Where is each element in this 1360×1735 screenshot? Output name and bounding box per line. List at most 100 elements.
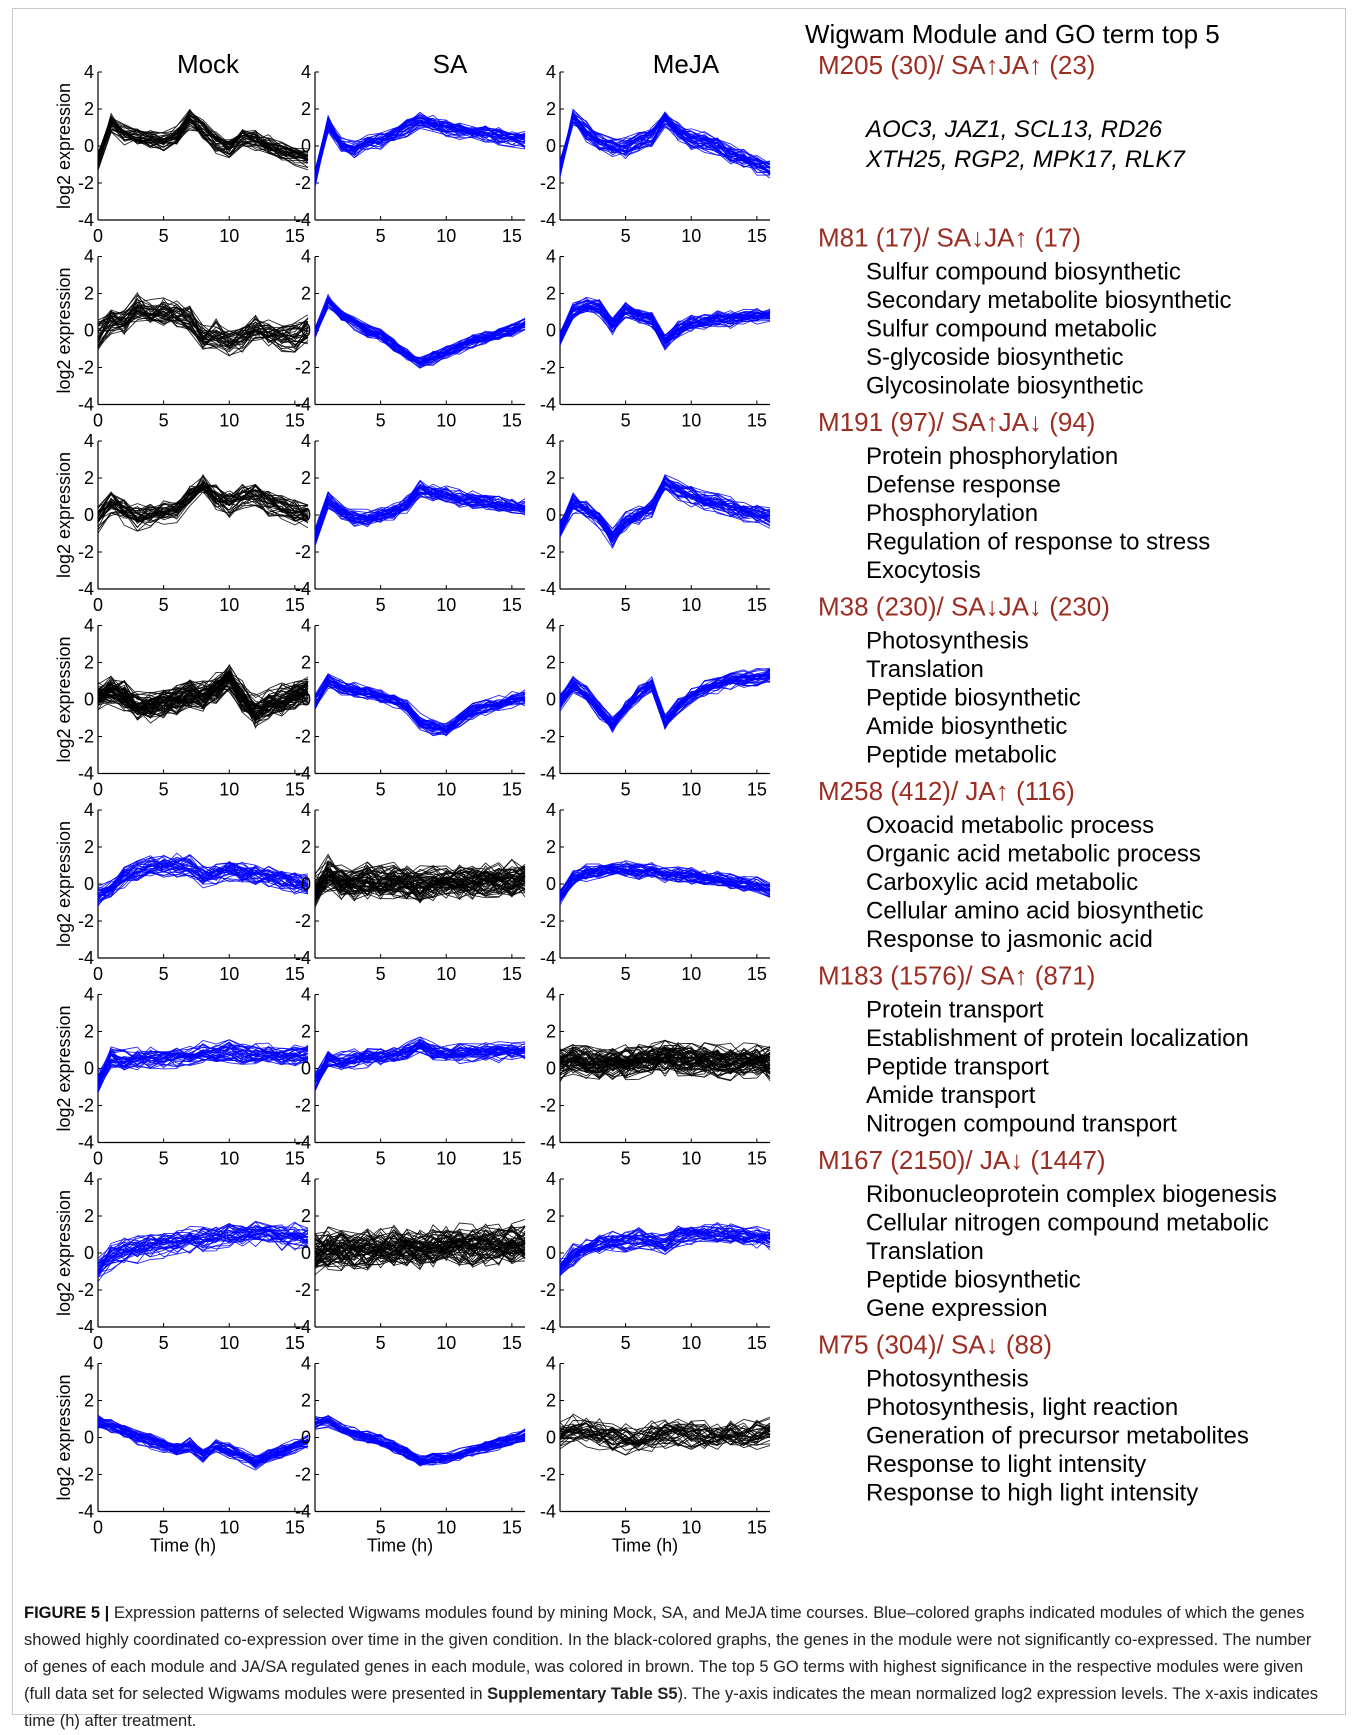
gene-profile-line (559, 1225, 771, 1265)
gene-profile-line (314, 297, 526, 363)
y-tick-label: -2 (540, 542, 556, 562)
y-tick-label: 0 (84, 1428, 94, 1448)
go-term: Secondary metabolite biosynthetic (866, 287, 1232, 314)
gene-profile-line (97, 306, 309, 353)
panel-m38-meja: 4 2 0 -2 -4 5 10 15 (540, 616, 771, 800)
x-tick-label: 15 (285, 226, 305, 246)
gene-profile-line (97, 864, 309, 899)
gene-profile-line (314, 1043, 526, 1083)
y-tick-label: -2 (295, 1096, 311, 1116)
gene-profile-line (97, 1226, 309, 1266)
x-tick-label: 5 (621, 964, 631, 984)
gene-profile-line (314, 296, 526, 359)
gene-profiles (97, 1414, 309, 1471)
gene-profile-line (559, 670, 771, 718)
y-tick-label: 4 (546, 1354, 556, 1374)
x-tick-label: 5 (376, 964, 386, 984)
y-tick-label: 0 (301, 1428, 311, 1448)
y-axis-label: log2 expression (54, 1005, 74, 1131)
x-tick-label: 10 (436, 226, 456, 246)
x-tick-label: 5 (159, 1518, 169, 1538)
gene-profiles (97, 1220, 309, 1282)
gene-profile-line (314, 860, 526, 893)
gene-profile-line (314, 1223, 526, 1254)
x-tick-label: 10 (436, 595, 456, 615)
x-tick-label: 10 (436, 411, 456, 431)
y-tick-label: -2 (540, 1096, 556, 1116)
y-tick-label: -2 (295, 358, 311, 378)
gene-profile-line (97, 1048, 309, 1090)
gene-profile-line (97, 1050, 309, 1084)
gene-profile-line (97, 121, 309, 168)
gene-profile-line (97, 1422, 309, 1464)
gene-profile-line (314, 1424, 526, 1465)
x-tick-label: 0 (93, 1518, 103, 1538)
gene-list-line: AOC3, JAZ1, SCL13, RD26 (864, 116, 1163, 143)
x-tick-label: 15 (285, 780, 305, 800)
y-tick-label: 0 (84, 1243, 94, 1263)
gene-profile-line (97, 1228, 309, 1278)
y-tick-label: 4 (301, 616, 311, 636)
gene-profile-line (559, 1430, 771, 1450)
x-tick-label: 10 (681, 226, 701, 246)
y-tick-label: 2 (546, 653, 556, 673)
x-tick-label: 5 (376, 780, 386, 800)
gene-profile-line (559, 1052, 771, 1080)
x-axis-label: Time (h) (150, 1536, 216, 1556)
x-tick-label: 15 (747, 411, 767, 431)
y-tick-label: 0 (301, 1243, 311, 1263)
gene-profile-line (559, 1230, 771, 1274)
y-tick-label: -2 (295, 911, 311, 931)
gene-profile-line (314, 1230, 526, 1256)
y-tick-label: 2 (546, 1391, 556, 1411)
y-tick-label: -4 (78, 948, 94, 968)
y-tick-label: 4 (84, 1169, 94, 1189)
y-tick-label: -2 (295, 542, 311, 562)
gene-profile-line (97, 112, 309, 163)
gene-profile-line (559, 304, 771, 344)
y-tick-label: 0 (546, 1428, 556, 1448)
y-tick-label: 4 (84, 616, 94, 636)
x-tick-label: 15 (502, 1149, 522, 1169)
x-tick-label: 15 (285, 1333, 305, 1353)
gene-profile-line (314, 298, 526, 360)
gene-profile-line (559, 1047, 771, 1072)
go-term: Sulfur compound metabolic (866, 316, 1157, 343)
y-axis-label: log2 expression (54, 267, 74, 393)
gene-profile-line (97, 1039, 309, 1073)
gene-profiles (559, 296, 771, 351)
y-tick-label: -2 (540, 727, 556, 747)
y-tick-label: -4 (295, 948, 311, 968)
gene-profile-line (97, 474, 309, 520)
y-tick-label: 4 (84, 800, 94, 820)
gene-profiles (314, 1218, 526, 1276)
y-tick-label: -4 (78, 1502, 94, 1522)
right-column-title: Wigwam Module and GO term top 5 (805, 19, 1220, 49)
x-tick-label: 15 (502, 595, 522, 615)
go-term: Glycosinolate biosynthetic (866, 373, 1143, 400)
y-tick-label: -2 (78, 1280, 94, 1300)
x-tick-label: 5 (376, 1149, 386, 1169)
y-tick-label: -4 (540, 1317, 556, 1337)
y-tick-label: 2 (84, 99, 94, 119)
y-tick-label: -2 (78, 173, 94, 193)
gene-profile-line (314, 677, 526, 731)
go-term: Exocytosis (866, 557, 981, 584)
y-tick-label: 0 (84, 874, 94, 894)
x-tick-label: 10 (219, 411, 239, 431)
go-term: Protein transport (866, 997, 1044, 1024)
gene-profile-line (559, 865, 771, 900)
gene-profile-line (97, 677, 309, 720)
gene-profiles (314, 293, 526, 369)
y-tick-label: -2 (78, 1465, 94, 1485)
x-tick-label: 0 (93, 780, 103, 800)
y-tick-label: 2 (301, 1022, 311, 1042)
y-tick-label: -4 (295, 1502, 311, 1522)
y-tick-label: -4 (295, 210, 311, 230)
y-tick-label: 4 (546, 800, 556, 820)
gene-profile-line (97, 1043, 309, 1080)
go-term: Amide biosynthetic (866, 713, 1067, 740)
y-tick-label: 0 (84, 690, 94, 710)
